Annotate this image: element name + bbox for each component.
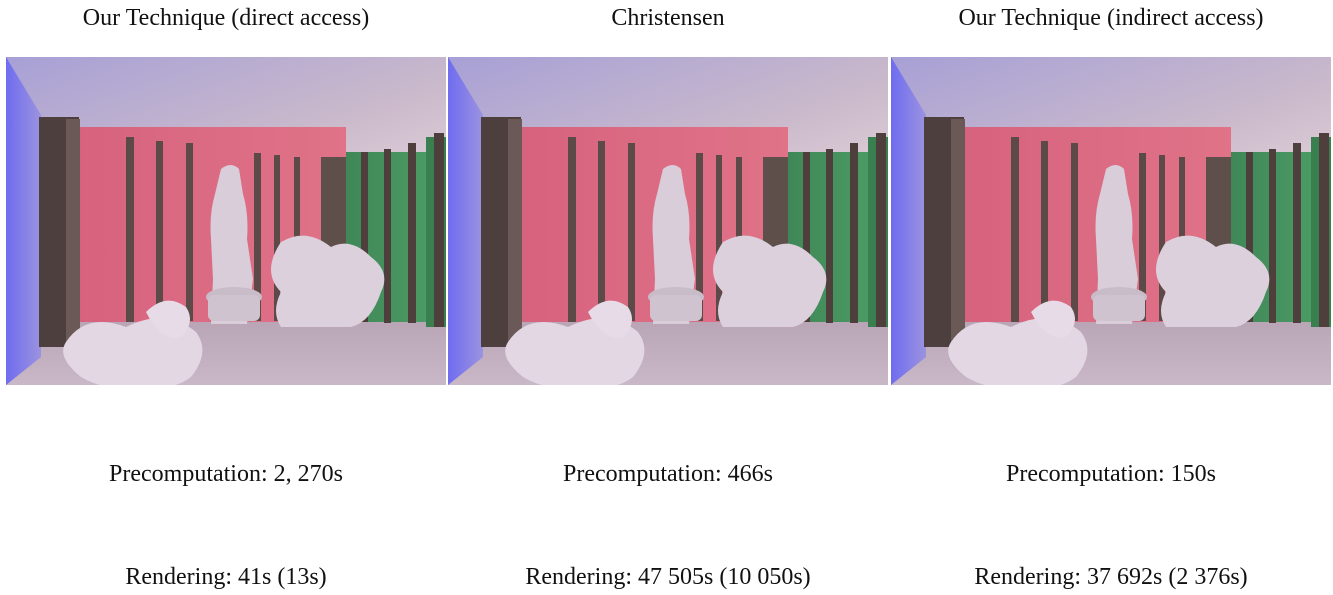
panel-title: Christensen: [611, 5, 725, 31]
panel-title: Our Technique (direct access): [82, 5, 370, 31]
panel-direct-access: Our Technique (direct access) Precomputa…: [6, 0, 446, 595]
panel-christensen: Christensen Precomputation: 466s Renderi…: [448, 0, 888, 595]
precomputation-time: Precomputation: 150s: [1006, 461, 1216, 487]
rendering-time: Rendering: 47 505s (10 050s): [525, 564, 811, 590]
rendering-time: Rendering: 37 692s (2 376s): [974, 564, 1248, 590]
precomputation-time: Precomputation: 2, 270s: [109, 461, 343, 487]
panel-title: Our Technique (indirect access): [958, 5, 1264, 31]
render-image-indirect-access: [891, 57, 1331, 385]
panel-indirect-access: Our Technique (indirect access) Precompu…: [891, 0, 1331, 595]
precomputation-time: Precomputation: 466s: [563, 461, 773, 487]
rendering-time: Rendering: 41s (13s): [125, 564, 327, 590]
render-image-christensen: [448, 57, 888, 385]
render-image-direct-access: [6, 57, 446, 385]
